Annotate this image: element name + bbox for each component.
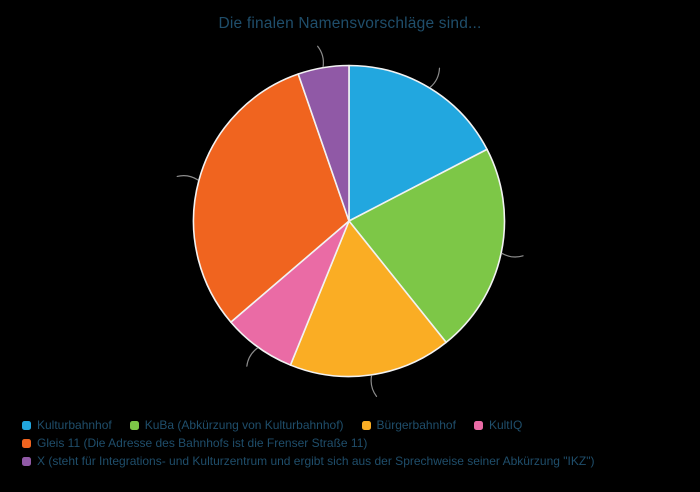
legend-marker-icon bbox=[129, 421, 139, 430]
legend-item-0: Kulturbahnhof bbox=[22, 418, 112, 433]
legend-marker-icon bbox=[361, 421, 371, 430]
pie-chart bbox=[176, 45, 524, 397]
pie-slice-4 bbox=[192, 73, 350, 323]
leader-line-0 bbox=[429, 67, 441, 88]
legend-item-1: KuBa (Abkürzung von Kulturbahnhof) bbox=[129, 418, 344, 433]
legend-label: Kulturbahnhof bbox=[37, 418, 112, 432]
legend-label: KultIQ bbox=[488, 418, 523, 432]
leader-line-2 bbox=[370, 375, 378, 397]
legend-item-2: Bürgerbahnhof bbox=[361, 418, 456, 433]
leader-line-3 bbox=[246, 347, 259, 367]
legend: Kulturbahnhof KuBa (Abkürzung von Kulturb… bbox=[22, 418, 594, 469]
legend-item-5: X (steht für Integrations- und Kulturzen… bbox=[22, 454, 594, 469]
legend-item-4: Gleis 11 (Die Adresse des Bahnhofs ist d… bbox=[22, 436, 367, 451]
legend-row-1: Gleis 11 (Die Adresse des Bahnhofs ist d… bbox=[22, 436, 594, 451]
legend-marker-icon bbox=[473, 421, 483, 430]
leader-line-1 bbox=[501, 252, 524, 258]
legend-label: Bürgerbahnhof bbox=[376, 418, 456, 432]
pie-slice-2 bbox=[289, 220, 447, 378]
leader-line-4 bbox=[176, 175, 199, 181]
legend-row-2: X (steht für Integrations- und Kulturzen… bbox=[22, 454, 594, 469]
legend-marker-icon bbox=[22, 457, 31, 466]
legend-marker-icon bbox=[22, 421, 31, 430]
legend-label: X (steht für Integrations- und Kulturzen… bbox=[37, 454, 595, 468]
pie-slice-1 bbox=[348, 148, 506, 344]
legend-row-0: Kulturbahnhof KuBa (Abkürzung von Kulturb… bbox=[22, 418, 594, 433]
pie-slice-0 bbox=[348, 64, 488, 222]
legend-label: Gleis 11 (Die Adresse des Bahnhofs ist d… bbox=[37, 436, 368, 450]
leader-line-5 bbox=[317, 45, 324, 68]
legend-marker-icon bbox=[22, 439, 31, 448]
legend-label: KuBa (Abkürzung von Kulturbahnhof) bbox=[144, 418, 344, 432]
legend-item-3: KultIQ bbox=[473, 418, 523, 433]
pie-slice-5 bbox=[297, 64, 350, 222]
chart-title: Die finalen Namensvorschläge sind... bbox=[218, 15, 482, 32]
